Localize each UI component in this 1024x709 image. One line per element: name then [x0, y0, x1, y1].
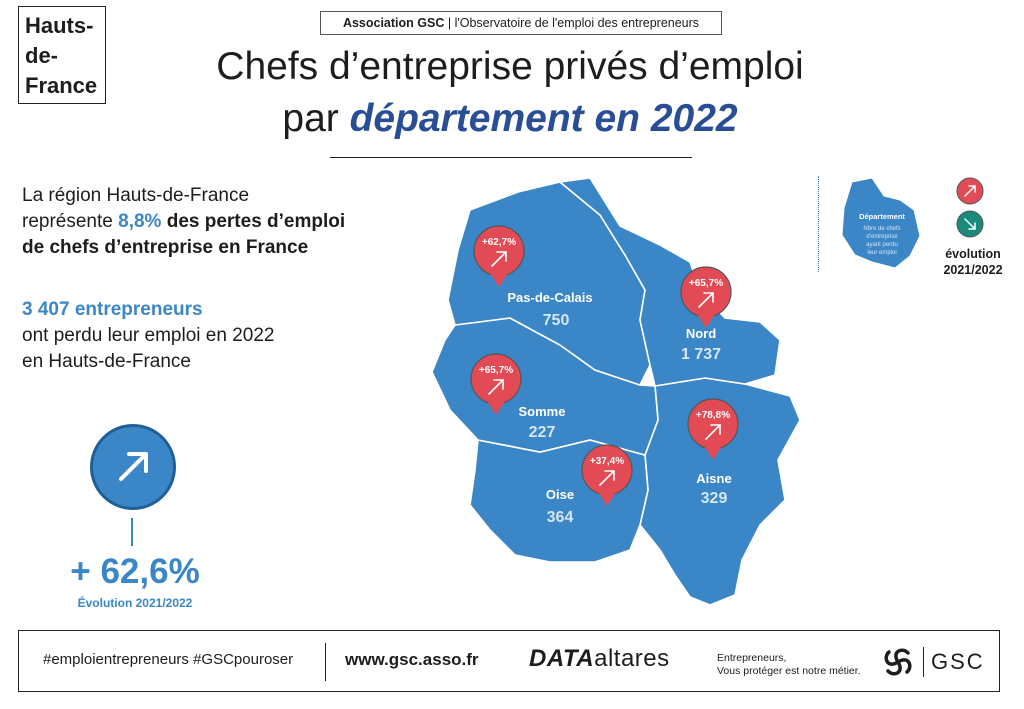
legend-dept-desc-3: ayant perdu [866, 242, 898, 248]
legend-evolution-caption: évolution 2021/2022 [918, 246, 1024, 278]
footer-bar: #emploientrepreneurs #GSCpouroser www.gs… [18, 630, 1000, 692]
title-prefix: par [282, 97, 350, 140]
pin-label-pas-de-calais: +62,7% [482, 237, 516, 248]
association-banner: Association GSC | l'Observatoire de l'em… [320, 11, 722, 35]
intro-line2-pre: représente [22, 211, 119, 232]
footer-logo-divider [923, 647, 924, 677]
pin-label-oise: +37,4% [590, 456, 624, 467]
pin-label-somme: +65,7% [479, 365, 513, 376]
title-highlight: département en 2022 [349, 97, 738, 140]
footer-hashtags: #emploientrepreneurs #GSCpouroser [43, 651, 294, 668]
pin-label-nord: +65,7% [689, 278, 723, 289]
legend-mini-map [841, 177, 921, 269]
job-loss-line2: ont perdu leur emploi en 2022 [22, 325, 275, 346]
region-evolution-value: + 62,6% [70, 552, 200, 591]
footer-tagline: Entrepreneurs, Vous protéger est notre m… [717, 652, 861, 678]
legend-dept-label: Département [859, 212, 905, 221]
dept-value-oise: 364 [547, 509, 574, 526]
intro-share-value: 8,8% [118, 211, 162, 232]
partner-prefix: DATA [529, 645, 595, 672]
dept-value-aisne: 329 [701, 490, 728, 507]
region-label-line1: Hauts- [25, 13, 94, 38]
tagline-line2: Vous protéger est notre métier. [717, 665, 861, 677]
dept-name-nord: Nord [686, 326, 716, 341]
dept-name-oise: Oise [546, 487, 574, 502]
legend-up-icon [956, 177, 984, 205]
association-subtitle: | l'Observatoire de l'emploi des entrepr… [447, 16, 700, 30]
pin-pas-de-calais [473, 225, 525, 287]
title-divider [330, 157, 692, 158]
department-nord [558, 177, 781, 387]
dept-name-aisne: Aisne [696, 471, 731, 486]
region-label-box: Hauts- de- France [18, 6, 106, 104]
legend-down-icon [956, 210, 984, 238]
dept-value-pas-de-calais: 750 [543, 312, 570, 329]
dept-value-nord: 1 737 [681, 346, 721, 363]
legend-evolution-line2: 2021/2022 [943, 263, 1003, 277]
legend-dept-desc-2: d'entreprise [866, 234, 898, 240]
partner-name: altares [594, 645, 670, 672]
legend-dept-desc-4: leur emploi [867, 250, 896, 256]
intro-line2: représente 8,8% des pertes d’emploi [22, 209, 402, 235]
intro-line1: La région Hauts-de-France [22, 185, 250, 206]
job-loss-line3: en Hauts-de-France [22, 351, 191, 372]
page-title-line2: par département en 2022 [130, 94, 890, 144]
footer-url-link[interactable]: www.gsc.asso.fr [345, 650, 479, 669]
tagline-line1: Entrepreneurs, [717, 652, 787, 664]
intro-text: La région Hauts-de-France représente 8,8… [22, 183, 402, 261]
pin-oise [581, 444, 633, 506]
legend-dept-desc-1: Nbre de chefs [863, 226, 900, 232]
pin-label-aisne: +78,8% [696, 410, 730, 421]
region-label-line3: France [25, 73, 98, 98]
page-title-line1: Chefs d’entreprise privés d’emploi [216, 45, 804, 88]
job-loss-stat: 3 407 entrepreneurs ont perdu leur emplo… [22, 297, 402, 375]
dept-value-somme: 227 [529, 424, 556, 441]
intro-line3-text: de chefs d’entreprise en France [22, 237, 309, 258]
region-label-line2: de- [25, 43, 58, 68]
pin-somme [470, 353, 522, 415]
pin-aisne [687, 398, 739, 460]
dept-name-somme: Somme [519, 404, 566, 419]
partner-logo: DATAaltares [529, 645, 670, 673]
footer-divider [325, 643, 326, 681]
footer-brand: GSC [931, 649, 985, 674]
legend-evolution-line1: évolution [945, 247, 1001, 261]
region-evolution-caption: Évolution 2021/2022 [77, 596, 193, 610]
legend-divider [818, 176, 819, 272]
gsc-logo-icon [884, 648, 912, 676]
pin-nord [680, 266, 732, 328]
job-loss-count: 3 407 entrepreneurs [22, 299, 203, 320]
association-name: Association GSC [342, 16, 445, 30]
dept-name-pas-de-calais: Pas-de-Calais [507, 290, 592, 305]
evolution-stem [131, 518, 133, 546]
intro-line2-post: des pertes d’emploi [161, 211, 346, 232]
evolution-up-icon [90, 424, 176, 510]
intro-line3: de chefs d’entreprise en France [22, 235, 402, 261]
